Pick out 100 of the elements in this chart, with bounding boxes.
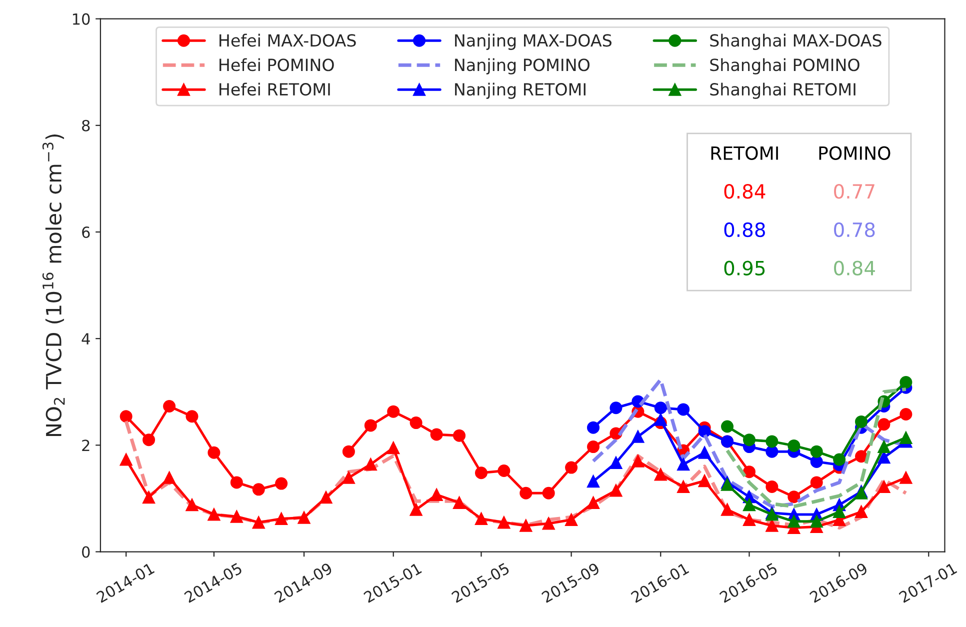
point [677,480,690,493]
point [878,418,890,431]
point [453,429,466,442]
point [788,490,800,504]
point [163,400,176,413]
point [410,416,422,430]
point [766,519,778,532]
point [275,512,288,525]
point [430,428,443,441]
point [186,410,198,423]
point [742,514,756,526]
legend-label: Hefei POMINO [220,58,334,72]
legend-label: Nanjing POMINO [455,58,590,74]
point [410,503,422,516]
point [252,483,265,496]
point [900,408,912,421]
point [208,446,220,459]
point [855,415,868,428]
point [364,419,377,432]
point [677,403,690,416]
point [520,519,532,532]
point [855,506,868,518]
legend-label: Shanghai POMINO [710,58,860,74]
point [542,486,555,500]
point [900,431,912,444]
point [878,440,890,454]
annotation: 0.88 [724,222,765,238]
point [698,474,711,488]
point [387,442,400,454]
point [565,461,578,474]
point [698,425,711,438]
point [654,402,667,414]
y-tick-label: 8 [82,120,90,132]
point [587,475,600,488]
point [654,413,667,426]
point [230,476,243,489]
y-tick-label: 2 [82,440,90,451]
y-tick-label: 6 [82,226,90,238]
point [855,450,868,463]
point [810,476,823,489]
legend-label: Nanjing MAX-DOAS [455,34,612,50]
point [742,466,756,478]
point [142,434,156,446]
point [788,515,800,528]
point [298,511,310,524]
point [587,440,600,454]
point [453,496,466,509]
point [610,456,622,470]
point [742,498,756,512]
point [542,517,555,530]
point [498,464,510,477]
point [810,455,823,468]
point [342,471,355,484]
point [320,491,332,504]
y-tick-label: 4 [82,333,90,344]
point [474,466,488,480]
y-axis-title: NO$_{2}$ TVCD (10$^{16}$ molec cm$^{−3}$) [42,134,65,436]
point [120,453,132,466]
point [698,446,711,459]
point [677,458,690,471]
point [186,498,198,512]
point [430,488,443,501]
point [766,445,778,458]
legend-label: Hefei MAX-DOAS [220,34,356,47]
point [810,515,823,528]
point [120,410,132,423]
point [632,430,644,443]
point [364,458,377,471]
point [742,434,756,446]
point [208,508,220,521]
point [163,471,176,484]
annotation: RETOMI [711,146,778,160]
point [721,503,734,516]
point [632,454,644,468]
legend-label: Hefei RETOMI [220,82,330,96]
point [587,421,600,434]
annotation: 0.84 [724,184,766,199]
point [275,477,288,490]
point [878,480,890,493]
annotation: 0.84 [834,260,875,276]
point [833,453,846,466]
point [252,516,265,529]
point [766,435,778,448]
legend-label: Nanjing RETOMI [455,82,586,99]
point [610,402,622,414]
point [900,376,912,389]
point [230,510,243,523]
point [474,512,488,525]
point [142,491,156,504]
point [520,486,532,500]
y-tick-label: 10 [72,13,90,25]
point [565,514,578,526]
point [788,439,800,452]
point [654,468,667,481]
annotation: 0.77 [834,184,874,199]
point [498,516,510,529]
annotation: POMINO [819,146,890,160]
point [387,405,400,418]
point [721,420,734,433]
point [342,445,355,458]
